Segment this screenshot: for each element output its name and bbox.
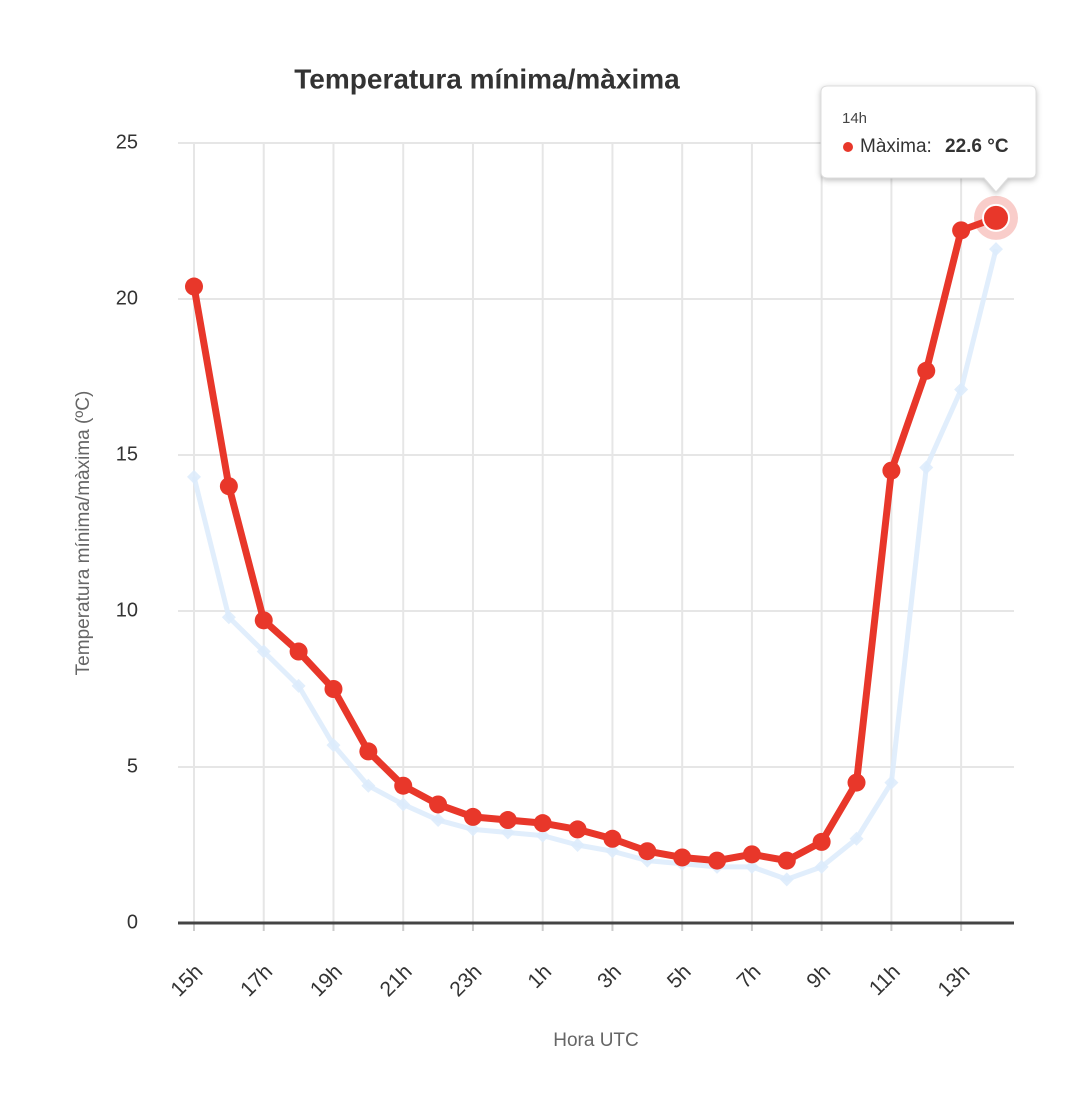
x-tick-label: 13h bbox=[934, 960, 975, 1001]
x-tick-label: 15h bbox=[166, 960, 207, 1001]
max-point bbox=[603, 829, 622, 848]
min-point bbox=[431, 813, 446, 828]
x-axis-title: Hora UTC bbox=[553, 1030, 639, 1051]
max-point bbox=[429, 795, 448, 814]
tooltip: 14h Màxima: 22.6 °C bbox=[820, 85, 1037, 193]
max-point bbox=[952, 221, 971, 240]
max-point bbox=[324, 680, 343, 698]
tooltip-value: 22.6 °C bbox=[945, 136, 1009, 157]
chart-title: Temperatura mínima/màxima bbox=[294, 63, 680, 94]
min-point bbox=[605, 844, 620, 859]
max-point bbox=[847, 773, 866, 792]
max-point bbox=[812, 832, 831, 851]
x-tick-label: 1h bbox=[523, 960, 556, 993]
y-tick-label: 0 bbox=[127, 911, 138, 933]
min-point bbox=[849, 831, 864, 846]
max-point bbox=[673, 848, 692, 867]
min-point bbox=[779, 872, 794, 887]
tooltip-marker bbox=[843, 142, 853, 152]
min-point bbox=[396, 797, 411, 812]
x-tick-label: 11h bbox=[865, 960, 905, 1000]
min-point bbox=[919, 460, 934, 475]
min-point bbox=[884, 775, 899, 790]
max-point bbox=[638, 842, 657, 861]
min-point bbox=[989, 242, 1003, 257]
x-tick-label: 21h bbox=[376, 960, 417, 1001]
max-point bbox=[498, 811, 517, 830]
min-point bbox=[954, 382, 969, 397]
min-point bbox=[744, 859, 759, 874]
y-tick-label: 20 bbox=[116, 287, 138, 309]
y-axis-title: Temperatura mínima/màxima (ºC) bbox=[73, 391, 94, 676]
x-tick-label: 23h bbox=[445, 960, 486, 1001]
tooltip-box bbox=[820, 85, 1037, 193]
min-point bbox=[465, 822, 480, 837]
x-tick-label: 19h bbox=[306, 960, 347, 1001]
min-point bbox=[256, 644, 271, 659]
min-line bbox=[191, 248, 999, 882]
y-tick-label: 15 bbox=[116, 443, 138, 465]
max-point-hover bbox=[982, 203, 1010, 232]
min-point bbox=[291, 678, 306, 693]
min-point bbox=[221, 610, 236, 625]
y-tick-label: 25 bbox=[116, 131, 138, 153]
plot-area: 0 5 10 15 20 25 15h 17h 19h 21h 23h 1h 3h 5h 7h 9h 11h 13… bbox=[116, 131, 1018, 1001]
max-point bbox=[708, 851, 727, 870]
min-point bbox=[535, 828, 550, 843]
max-point bbox=[533, 814, 552, 833]
max-line bbox=[190, 214, 998, 865]
max-point bbox=[289, 642, 308, 661]
max-point bbox=[219, 477, 238, 496]
max-point bbox=[917, 361, 936, 380]
max-point bbox=[882, 461, 901, 480]
max-point bbox=[394, 776, 413, 795]
tooltip-label: Màxima: bbox=[860, 136, 932, 157]
max-point bbox=[568, 820, 587, 839]
max-point bbox=[463, 807, 482, 826]
x-tick-label: 7h bbox=[733, 960, 766, 993]
min-point bbox=[500, 825, 515, 840]
min-point bbox=[570, 838, 585, 852]
min-point bbox=[814, 859, 829, 874]
max-point bbox=[185, 277, 203, 296]
min-point bbox=[187, 469, 201, 484]
x-tick-label: 9h bbox=[802, 960, 835, 993]
y-tick-label: 5 bbox=[127, 755, 138, 777]
x-tick-label: 17h bbox=[236, 960, 277, 1001]
x-tick-label: 5h bbox=[663, 960, 696, 993]
max-point bbox=[742, 845, 761, 864]
y-tick-label: 10 bbox=[116, 599, 138, 621]
max-point bbox=[777, 851, 796, 870]
max-point bbox=[254, 611, 273, 630]
min-point bbox=[361, 778, 376, 793]
x-tick-label: 3h bbox=[593, 960, 626, 993]
min-point bbox=[326, 738, 341, 753]
max-point bbox=[359, 742, 378, 761]
tooltip-title: 14h bbox=[842, 110, 867, 127]
